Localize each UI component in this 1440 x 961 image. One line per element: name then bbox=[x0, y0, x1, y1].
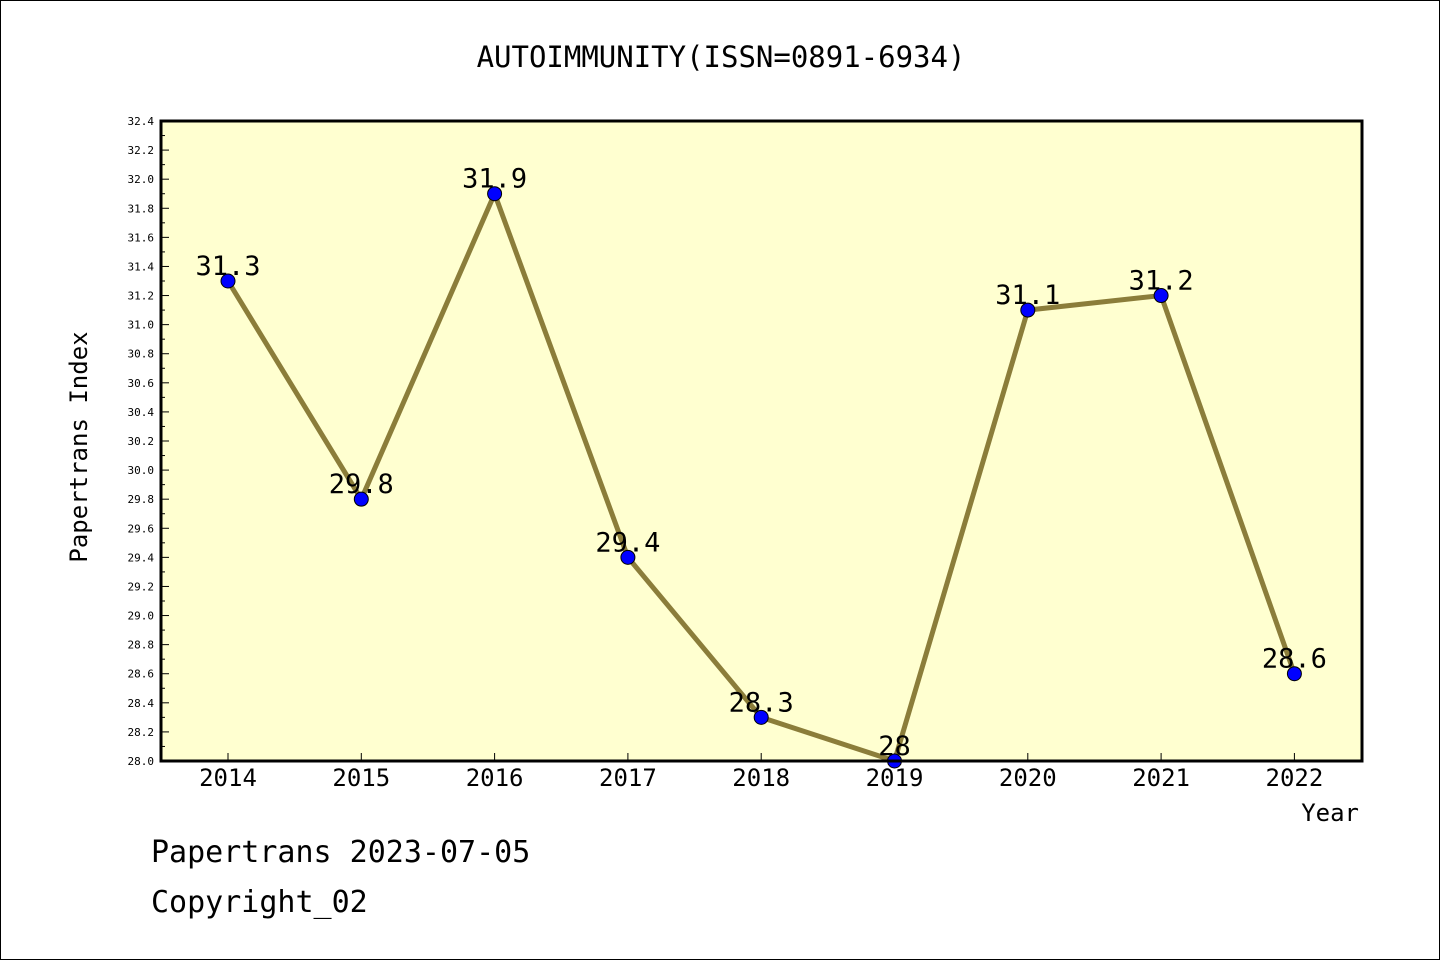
x-axis-label: Year bbox=[1301, 799, 1359, 827]
y-tick-label: 31.4 bbox=[128, 260, 155, 273]
y-tick-label: 31.8 bbox=[128, 202, 155, 215]
x-tick-label: 2022 bbox=[1266, 764, 1324, 792]
x-tick-label: 2021 bbox=[1132, 764, 1190, 792]
x-tick-label: 2020 bbox=[999, 764, 1057, 792]
y-tick-label: 29.6 bbox=[128, 522, 155, 535]
data-point-marker bbox=[1286, 666, 1302, 682]
data-label: 28 bbox=[878, 731, 911, 762]
y-tick-label: 28.0 bbox=[128, 755, 155, 768]
plot-area-border bbox=[159, 119, 1364, 763]
y-tick-label: 29.0 bbox=[128, 610, 155, 623]
data-point-marker bbox=[1153, 288, 1169, 304]
x-tick-label: 2019 bbox=[866, 764, 924, 792]
data-label: 31.9 bbox=[462, 164, 527, 195]
y-tick-label: 29.2 bbox=[128, 580, 155, 593]
y-tick-label: 30.8 bbox=[128, 348, 155, 361]
data-point-marker bbox=[1020, 302, 1036, 318]
data-label: 31.1 bbox=[995, 280, 1060, 311]
x-tick-label: 2014 bbox=[199, 764, 257, 792]
y-tick-label: 30.4 bbox=[128, 406, 155, 419]
chart-title: AUTOIMMUNITY(ISSN=0891-6934) bbox=[477, 40, 966, 74]
data-label: 28.6 bbox=[1262, 644, 1327, 675]
y-tick-label: 29.4 bbox=[128, 551, 155, 564]
x-tick-label: 2016 bbox=[466, 764, 524, 792]
y-tick-label: 31.0 bbox=[128, 319, 155, 332]
y-tick-label: 28.2 bbox=[128, 726, 155, 739]
y-tick-label: 32.2 bbox=[128, 144, 155, 157]
y-tick-label: 31.6 bbox=[128, 231, 155, 244]
data-label: 29.4 bbox=[595, 527, 660, 558]
y-axis-label: Papertrans Index bbox=[65, 331, 93, 562]
y-tick-label: 31.2 bbox=[128, 290, 155, 303]
data-point-marker bbox=[753, 709, 769, 725]
data-label: 31.2 bbox=[1129, 266, 1194, 297]
y-tick-label: 28.6 bbox=[128, 668, 155, 681]
y-tick-label: 30.6 bbox=[128, 377, 155, 390]
y-tick-label: 30.2 bbox=[128, 435, 155, 448]
data-point-marker bbox=[620, 549, 636, 565]
y-tick-label: 29.8 bbox=[128, 493, 155, 506]
y-tick-label: 28.8 bbox=[128, 639, 155, 652]
y-tick-label: 28.4 bbox=[128, 697, 155, 710]
data-label: 29.8 bbox=[329, 469, 394, 500]
data-point-marker bbox=[353, 491, 369, 507]
data-point-marker bbox=[487, 186, 503, 202]
y-tick-label: 32.0 bbox=[128, 173, 155, 186]
data-label: 28.3 bbox=[729, 687, 794, 718]
data-label: 31.3 bbox=[195, 251, 260, 282]
x-tick-label: 2015 bbox=[332, 764, 390, 792]
y-tick-label: 30.0 bbox=[128, 464, 155, 477]
y-tick-label: 32.4 bbox=[128, 115, 155, 128]
plot-area-background bbox=[161, 121, 1362, 761]
x-tick-label: 2018 bbox=[732, 764, 790, 792]
x-tick-label: 2017 bbox=[599, 764, 657, 792]
footer-copyright-line: Copyright_02 bbox=[151, 885, 368, 920]
footer-date-line: Papertrans 2023-07-05 bbox=[151, 835, 531, 870]
data-point-marker bbox=[220, 273, 236, 289]
